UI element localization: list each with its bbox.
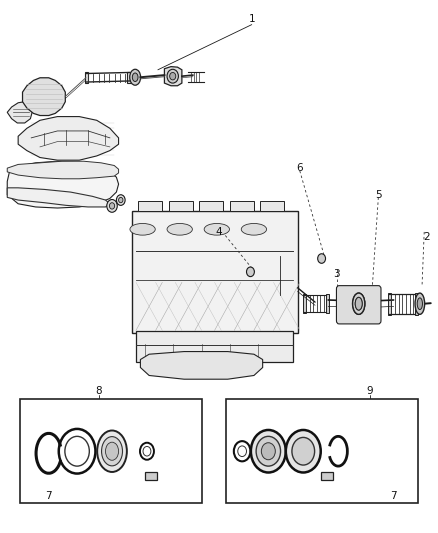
Ellipse shape — [132, 73, 138, 82]
Ellipse shape — [106, 442, 119, 461]
FancyBboxPatch shape — [336, 286, 381, 324]
Polygon shape — [22, 78, 65, 116]
Polygon shape — [7, 161, 119, 208]
Text: 5: 5 — [375, 190, 381, 200]
Bar — [145, 472, 157, 480]
Ellipse shape — [415, 293, 425, 314]
Ellipse shape — [355, 297, 362, 310]
Bar — [226, 399, 418, 503]
Bar — [169, 201, 193, 211]
Bar — [230, 201, 254, 211]
Polygon shape — [7, 102, 32, 123]
Ellipse shape — [102, 437, 123, 466]
Text: 1: 1 — [248, 14, 255, 25]
Ellipse shape — [97, 431, 127, 472]
Polygon shape — [276, 256, 283, 295]
Text: 7: 7 — [390, 490, 397, 500]
Bar — [132, 211, 297, 333]
Text: 6: 6 — [297, 163, 303, 173]
Polygon shape — [7, 161, 119, 179]
Circle shape — [119, 197, 123, 203]
Ellipse shape — [353, 293, 365, 314]
Circle shape — [107, 199, 117, 212]
Ellipse shape — [130, 223, 155, 235]
Circle shape — [318, 254, 325, 263]
Circle shape — [261, 443, 276, 460]
Text: 7: 7 — [46, 490, 52, 500]
Bar — [85, 72, 88, 83]
Bar — [127, 72, 131, 83]
Ellipse shape — [130, 69, 141, 85]
Circle shape — [170, 72, 176, 80]
Circle shape — [247, 267, 254, 277]
Bar — [389, 293, 392, 315]
Ellipse shape — [353, 293, 365, 314]
Bar — [415, 293, 418, 315]
Bar — [138, 201, 162, 211]
Text: 8: 8 — [95, 386, 102, 397]
Text: 2: 2 — [423, 232, 430, 243]
Circle shape — [251, 430, 286, 472]
Ellipse shape — [204, 223, 230, 235]
Bar — [303, 294, 306, 313]
Polygon shape — [164, 67, 182, 86]
Polygon shape — [7, 188, 110, 207]
Ellipse shape — [355, 297, 362, 310]
Ellipse shape — [417, 298, 423, 310]
Bar — [20, 399, 201, 503]
Circle shape — [110, 203, 115, 209]
Ellipse shape — [241, 223, 267, 235]
Circle shape — [292, 438, 314, 465]
Bar — [199, 201, 223, 211]
Text: 3: 3 — [334, 270, 340, 279]
Bar — [321, 472, 333, 480]
Text: 9: 9 — [366, 386, 373, 397]
Circle shape — [167, 69, 178, 83]
Circle shape — [286, 430, 321, 472]
Polygon shape — [18, 117, 119, 160]
Text: 4: 4 — [215, 227, 223, 237]
Circle shape — [256, 437, 281, 466]
Bar — [136, 332, 293, 362]
Polygon shape — [141, 352, 263, 379]
Bar — [261, 201, 285, 211]
Ellipse shape — [167, 223, 192, 235]
Bar — [325, 294, 328, 313]
Circle shape — [117, 195, 125, 205]
